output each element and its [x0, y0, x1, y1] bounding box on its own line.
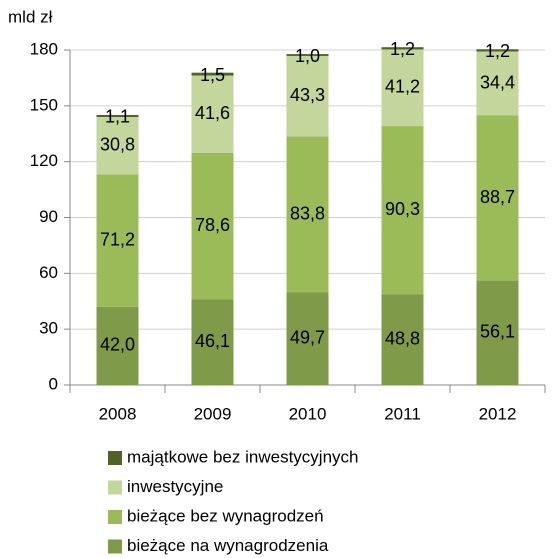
y-tick-label: 180: [30, 39, 58, 58]
y-tick-label: 30: [39, 319, 58, 338]
bar-segment: [96, 117, 139, 175]
y-tick-label: 90: [39, 207, 58, 226]
value-label: 48,8: [385, 328, 420, 348]
bar-segment: [191, 152, 234, 300]
bar-segment: [476, 280, 519, 385]
x-tick-label: 2010: [289, 404, 327, 423]
legend-label: bieżące bez wynagrodzeń: [127, 506, 324, 525]
legend-swatch: [108, 510, 122, 524]
bar-segment: [476, 51, 519, 116]
x-tick-label: 2011: [384, 404, 421, 423]
value-label: 1,2: [485, 41, 510, 61]
x-tick-label: 2009: [194, 404, 232, 423]
x-tick-label: 2008: [99, 404, 137, 423]
bar-segment: [381, 47, 424, 50]
y-tick-label: 0: [49, 374, 58, 393]
value-label: 41,6: [195, 103, 230, 123]
value-label: 88,7: [480, 187, 515, 207]
value-label: 43,3: [290, 85, 325, 105]
legend-label: inwestycyjne: [127, 477, 223, 496]
bar-segment: [191, 72, 234, 76]
value-label: 83,8: [290, 203, 325, 223]
value-label: 42,0: [100, 335, 135, 355]
bar-segment: [191, 299, 234, 385]
y-axis-label: mld zł: [8, 7, 53, 26]
legend-label: bieżące na wynagrodzenia: [127, 536, 329, 555]
y-tick-label: 150: [30, 95, 58, 114]
bar-segment: [381, 126, 424, 295]
bar-segment: [286, 55, 329, 137]
y-tick-label: 60: [39, 263, 58, 282]
value-label: 34,4: [480, 72, 515, 92]
value-label: 46,1: [195, 331, 230, 351]
value-label: 1,5: [200, 65, 225, 85]
x-tick-label: 2012: [479, 404, 517, 423]
bar-segment: [381, 294, 424, 385]
legend-swatch: [108, 451, 122, 465]
bar-segment: [96, 306, 139, 385]
value-label: 1,2: [390, 39, 415, 59]
value-label: 1,0: [295, 46, 320, 66]
bar-segment: [381, 49, 424, 127]
legend-label: majątkowe bez inwestycyjnych: [127, 447, 358, 466]
bar-segment: [96, 174, 139, 307]
legend-swatch: [108, 480, 122, 495]
value-label: 1,1: [105, 107, 130, 127]
value-label: 90,3: [385, 199, 420, 219]
value-label: 78,6: [195, 215, 230, 235]
bar-segment: [286, 54, 329, 56]
bar-segment: [286, 136, 329, 293]
value-label: 30,8: [100, 134, 135, 154]
y-tick-label: 120: [30, 151, 58, 170]
bar-segment: [286, 292, 329, 385]
value-label: 71,2: [100, 229, 135, 249]
value-label: 56,1: [480, 322, 515, 342]
legend-swatch: [108, 539, 122, 554]
bar-segment: [476, 115, 519, 281]
bar-segment: [191, 75, 234, 153]
value-label: 49,7: [290, 328, 325, 348]
bar-segment: [96, 114, 139, 117]
value-label: 41,2: [385, 77, 420, 97]
bar-segment: [476, 49, 519, 52]
